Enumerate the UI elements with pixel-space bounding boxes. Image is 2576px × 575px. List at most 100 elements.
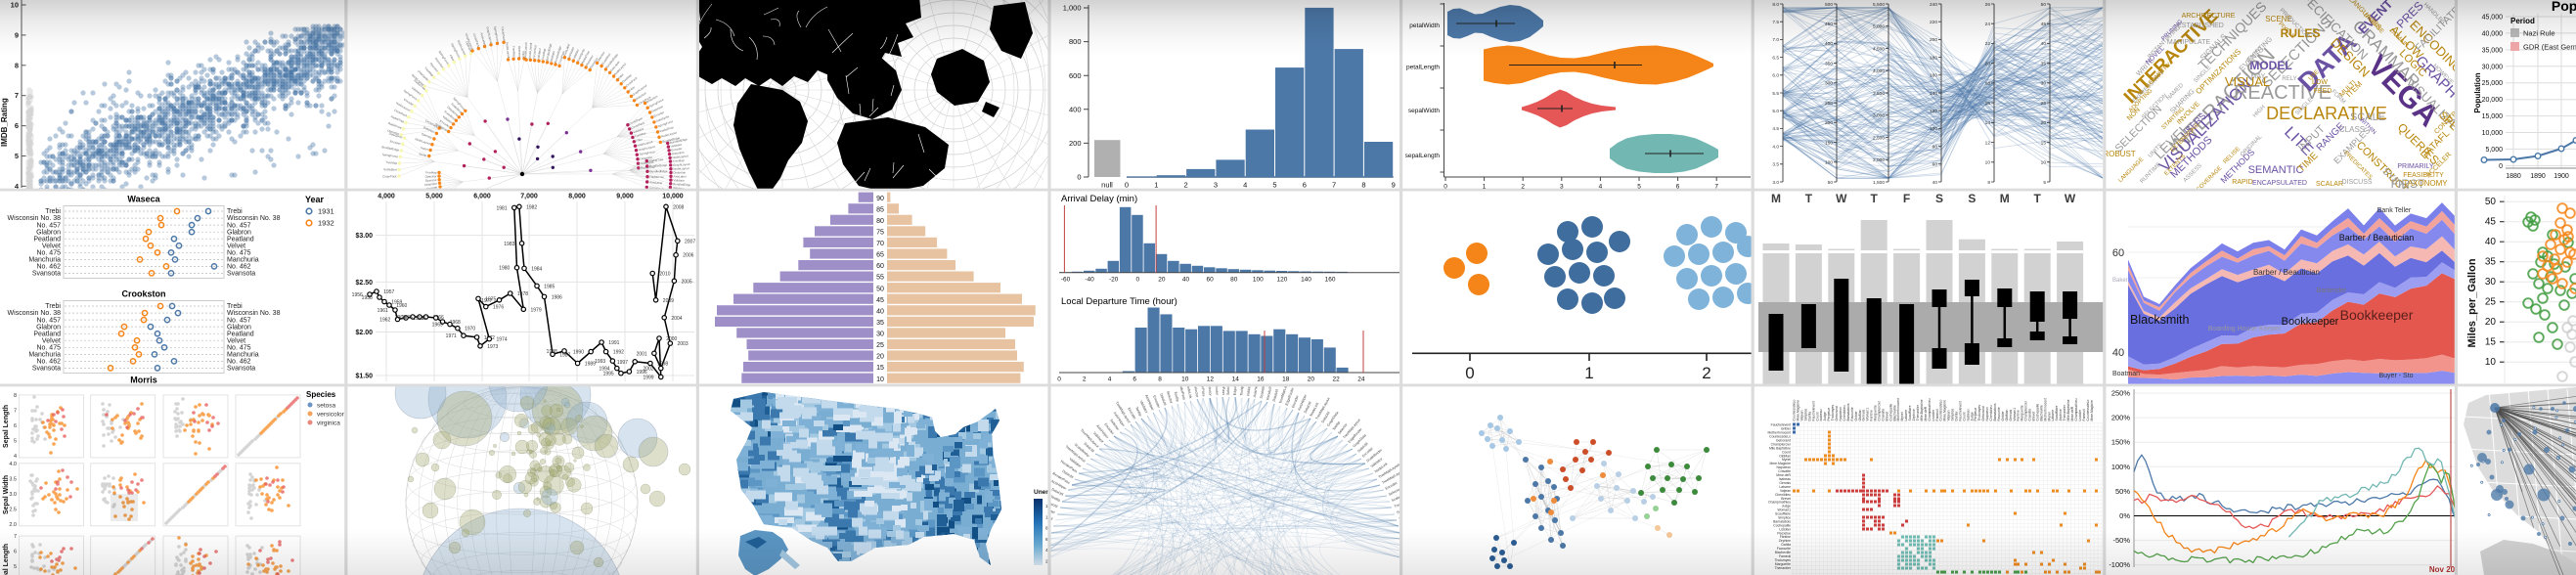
svg-text:18: 18 [1282,376,1290,383]
svg-text:4,000: 4,000 [378,194,395,200]
svg-text:20: 20 [1308,376,1315,383]
svg-text:Baker: Baker [2112,278,2128,284]
svg-text:Geborand: Geborand [1835,406,1839,420]
svg-text:CirclePack: CirclePack [557,50,566,65]
svg-text:Valjean: Valjean [1947,410,1951,420]
svg-text:Listolier: Listolier [1932,409,1935,421]
svg-text:T: T [1871,192,1879,205]
svg-text:SCALAR: SCALAR [2316,181,2343,188]
svg-text:30: 30 [2485,277,2497,288]
svg-text:MAY: MAY [2251,73,2266,80]
svg-text:Operator: Operator [421,132,432,140]
svg-text:Peatland: Peatland [33,236,61,243]
svg-text:0: 0 [1465,364,1474,382]
svg-text:1975: 1975 [485,296,496,302]
svg-text:Napoleon: Napoleon [1985,407,1989,421]
svg-text:180: 180 [1930,55,1937,61]
svg-text:AxisHelper: AxisHelper [1297,393,1308,411]
svg-text:Unemp: Unemp [1034,489,1055,496]
svg-text:Glabron: Glabron [227,324,251,331]
svg-text:EdgeRouter: EdgeRouter [1037,505,1056,515]
svg-text:Distortion: Distortion [673,170,686,174]
svg-text:Tooltip: Tooltip [1332,420,1341,431]
svg-text:SEMANTIC: SEMANTIC [2248,164,2304,176]
svg-text:24: 24 [1357,376,1365,383]
svg-text:Velvet: Velvet [227,337,245,344]
svg-text:Valjean: Valjean [1780,489,1791,493]
svg-text:35: 35 [2485,257,2497,268]
svg-text:No. 475: No. 475 [36,345,61,352]
svg-text:2004: 2004 [671,316,682,322]
svg-text:1988: 1988 [547,349,557,355]
svg-text:Wisconsin No. 38: Wisconsin No. 38 [8,215,62,222]
svg-text:Fameuil: Fameuil [1935,409,1939,420]
svg-text:Glabron: Glabron [36,229,61,236]
svg-text:8: 8 [14,393,17,399]
svg-text:1969: 1969 [432,323,443,329]
svg-text:Population: Population [2473,72,2482,112]
svg-text:40: 40 [2485,237,2497,247]
svg-text:DISCUSS: DISCUSS [2341,179,2372,186]
svg-text:1957: 1957 [383,289,394,295]
svg-text:4.0: 4.0 [1772,144,1779,150]
svg-text:CountessdeLo: CountessdeLo [2086,400,2090,421]
svg-text:6: 6 [15,121,19,130]
svg-text:4,000: 4,000 [1873,68,1885,74]
svg-text:Operator: Operator [425,178,437,183]
svg-text:100%: 100% [2111,463,2131,471]
svg-text:350: 350 [1825,62,1833,67]
svg-text:Encoder: Encoder [1152,395,1161,410]
svg-text:1991: 1991 [608,340,619,346]
svg-text:Champtercier: Champtercier [1878,400,1882,420]
svg-text:Miles_per_Gallon: Miles_per_Gallon [2466,258,2478,347]
svg-text:Woman1: Woman1 [2013,408,2017,421]
svg-text:Validator: Validator [670,143,682,149]
svg-text:Velvet: Velvet [227,243,245,249]
svg-text:Buyer - Sto: Buyer - Sto [2378,373,2413,379]
svg-text:1: 1 [1483,184,1487,191]
svg-text:Gervais: Gervais [2009,410,2013,421]
svg-text:RadialTree: RadialTree [659,125,674,133]
svg-text:80: 80 [1932,144,1938,150]
svg-text:F: F [1903,192,1910,205]
svg-text:Distortion: Distortion [387,128,401,136]
svg-text:Count: Count [1815,412,1819,420]
svg-text:Operator: Operator [425,174,437,178]
svg-text:1956: 1956 [352,292,363,298]
svg-text:1971: 1971 [446,333,457,339]
svg-text:Bookkeeper: Bookkeeper [2340,307,2414,323]
svg-text:1985: 1985 [544,284,555,289]
svg-text:Barber / Beautician: Barber / Beautician [2339,233,2415,243]
svg-text:Bookkeeper: Bookkeeper [2282,316,2339,328]
svg-text:Glabron: Glabron [36,324,61,331]
svg-text:Scaufflaire: Scaufflaire [1775,512,1791,516]
svg-text:$3.00: $3.00 [355,233,373,240]
svg-text:Mme.Magloire: Mme.Magloire [2090,400,2094,421]
svg-text:20: 20 [876,354,884,361]
svg-text:CirclePack: CirclePack [629,116,644,126]
svg-text:Mlle.Baptistine: Mlle.Baptistine [2066,399,2070,420]
svg-text:GraphLayout: GraphLayout [673,162,690,167]
svg-text:10: 10 [1985,160,1991,166]
svg-text:-20: -20 [1109,277,1119,284]
svg-text:Fameuil: Fameuil [2082,409,2086,420]
svg-text:7: 7 [1714,184,1718,191]
svg-text:3: 3 [1214,181,1218,190]
svg-text:Marguerite: Marguerite [2021,405,2024,420]
svg-text:RenderPass: RenderPass [1266,380,1274,400]
svg-text:3,500: 3,500 [1873,91,1885,97]
svg-text:Arrival Delay (min): Arrival Delay (min) [1061,194,1137,204]
svg-text:RELY: RELY [2282,76,2296,82]
svg-text:10,000: 10,000 [2482,130,2504,137]
svg-text:Scaufflaire: Scaufflaire [2055,405,2059,420]
svg-text:4: 4 [1108,376,1112,383]
svg-text:Mme.Magloire: Mme.Magloire [1943,400,1947,421]
svg-text:30,000: 30,000 [2482,64,2504,70]
svg-text:NodeLink: NodeLink [1310,402,1320,417]
svg-text:Trebi: Trebi [45,303,61,310]
svg-text:Local Departure Time (hour): Local Departure Time (hour) [1061,296,1177,307]
svg-text:Waseca: Waseca [127,195,160,204]
svg-text:Champmathieu: Champmathieu [2074,398,2078,420]
svg-text:Selector: Selector [1109,419,1121,432]
svg-text:Brevet: Brevet [2032,412,2036,421]
